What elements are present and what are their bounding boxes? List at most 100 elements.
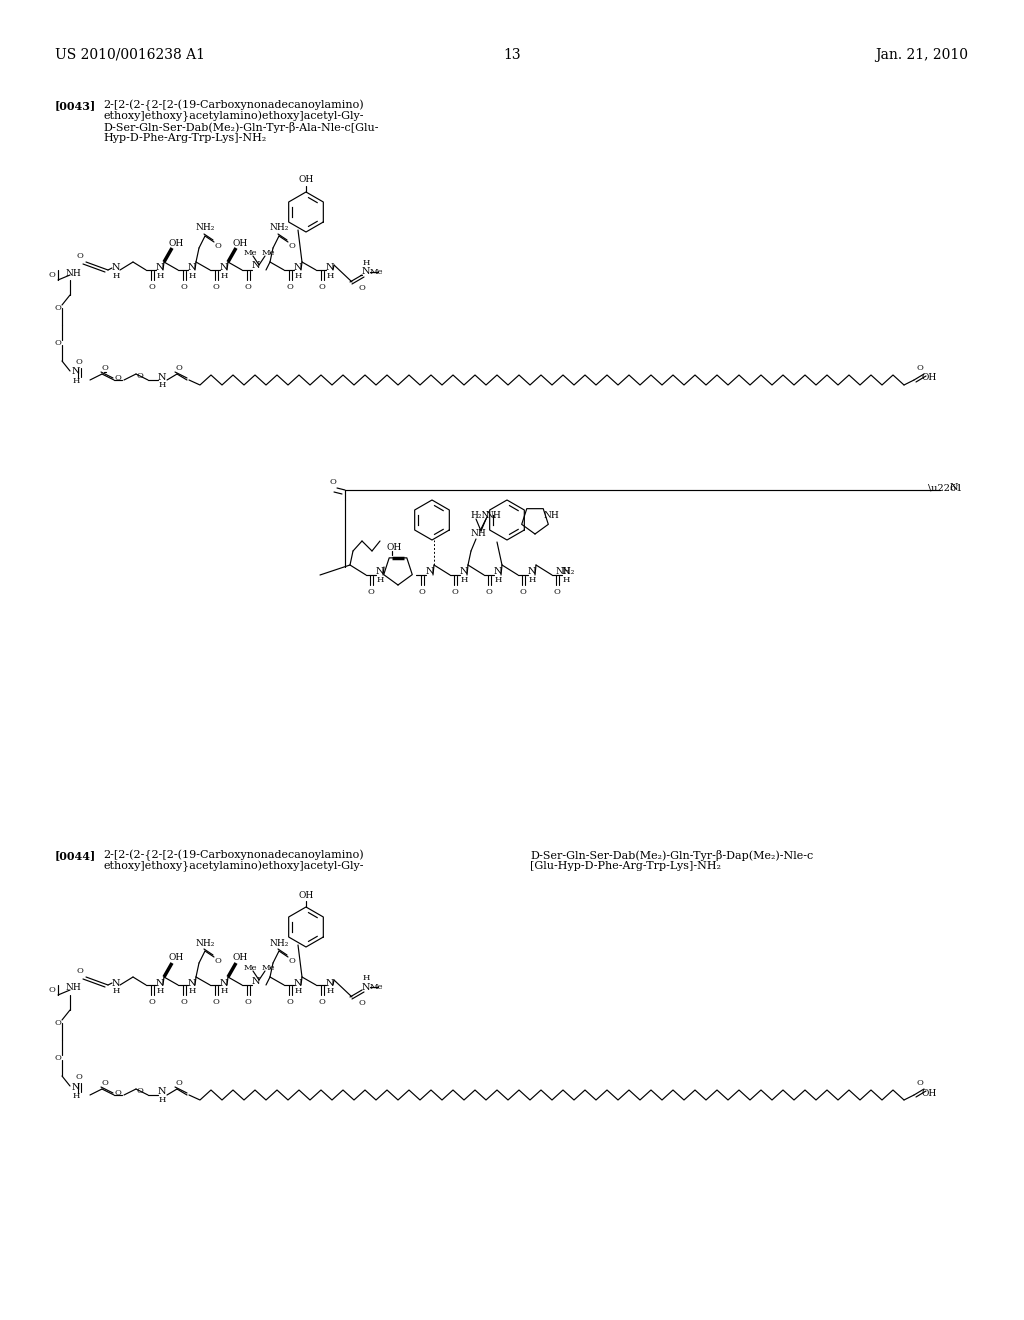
Text: H: H bbox=[220, 272, 227, 280]
Text: H: H bbox=[461, 576, 468, 583]
Text: H: H bbox=[376, 576, 384, 583]
Text: N: N bbox=[460, 568, 468, 577]
Text: N: N bbox=[156, 978, 164, 987]
Text: N: N bbox=[72, 367, 80, 376]
Text: O: O bbox=[916, 1078, 924, 1086]
Text: O: O bbox=[213, 282, 219, 290]
Text: Me: Me bbox=[261, 964, 274, 972]
Text: H: H bbox=[495, 576, 502, 583]
Text: H: H bbox=[73, 1092, 80, 1100]
Text: N: N bbox=[252, 977, 260, 986]
Text: N: N bbox=[187, 264, 197, 272]
Text: O: O bbox=[485, 587, 493, 597]
Text: O: O bbox=[180, 998, 187, 1006]
Text: N: N bbox=[220, 264, 228, 272]
Text: N: N bbox=[326, 264, 334, 272]
Text: D-Ser-Gln-Ser-Dab(Me₂)-Gln-Tyr-β-Ala-Nle-c[Glu-: D-Ser-Gln-Ser-Dab(Me₂)-Gln-Tyr-β-Ala-Nle… bbox=[103, 121, 379, 133]
Text: ethoxy]ethoxy}acetylamino)ethoxy]acetyl-Gly-: ethoxy]ethoxy}acetylamino)ethoxy]acetyl-… bbox=[103, 111, 364, 123]
Text: H: H bbox=[159, 1096, 166, 1104]
Text: Me: Me bbox=[244, 964, 257, 972]
Text: ethoxy]ethoxy}acetylamino)ethoxy]acetyl-Gly-: ethoxy]ethoxy}acetylamino)ethoxy]acetyl-… bbox=[103, 861, 364, 873]
Text: N: N bbox=[426, 568, 434, 577]
Text: O: O bbox=[554, 587, 560, 597]
Text: H: H bbox=[157, 987, 164, 995]
Text: NH: NH bbox=[486, 511, 502, 520]
Text: OH: OH bbox=[386, 543, 401, 552]
Text: H: H bbox=[188, 272, 196, 280]
Text: H: H bbox=[294, 987, 302, 995]
Text: Hyp-D-Phe-Arg-Trp-Lys]-NH₂: Hyp-D-Phe-Arg-Trp-Lys]-NH₂ bbox=[103, 133, 266, 143]
Text: [0044]: [0044] bbox=[55, 850, 96, 861]
Text: O: O bbox=[916, 364, 924, 372]
Text: N: N bbox=[156, 264, 164, 272]
Text: N: N bbox=[376, 568, 384, 577]
Text: Me: Me bbox=[370, 983, 383, 991]
Text: O: O bbox=[54, 1053, 61, 1063]
Text: [0043]: [0043] bbox=[55, 100, 96, 111]
Text: O: O bbox=[318, 998, 326, 1006]
Text: H: H bbox=[220, 987, 227, 995]
Text: OH: OH bbox=[168, 953, 183, 962]
Text: O: O bbox=[48, 271, 55, 279]
Text: OH: OH bbox=[922, 374, 937, 383]
Text: H: H bbox=[73, 378, 80, 385]
Text: O: O bbox=[54, 339, 61, 347]
Text: O: O bbox=[54, 1019, 61, 1027]
Text: H: H bbox=[188, 987, 196, 995]
Text: O: O bbox=[48, 986, 55, 994]
Text: O: O bbox=[452, 587, 459, 597]
Text: N: N bbox=[252, 261, 260, 271]
Text: O: O bbox=[213, 998, 219, 1006]
Text: 13: 13 bbox=[503, 48, 521, 62]
Text: OH: OH bbox=[168, 239, 183, 248]
Text: N: N bbox=[326, 978, 334, 987]
Text: O: O bbox=[101, 364, 109, 372]
Text: N: N bbox=[562, 568, 570, 577]
Text: OH: OH bbox=[922, 1089, 937, 1097]
Text: NH: NH bbox=[66, 268, 81, 277]
Text: Me: Me bbox=[261, 249, 274, 257]
Text: NH₂: NH₂ bbox=[269, 939, 289, 948]
Text: NH: NH bbox=[66, 983, 81, 993]
Text: O: O bbox=[115, 374, 122, 381]
Text: H: H bbox=[113, 987, 120, 995]
Text: O: O bbox=[148, 998, 156, 1006]
Text: H₂N: H₂N bbox=[470, 511, 489, 520]
Text: O: O bbox=[115, 1089, 122, 1097]
Text: [Glu-Hyp-D-Phe-Arg-Trp-Lys]-NH₂: [Glu-Hyp-D-Phe-Arg-Trp-Lys]-NH₂ bbox=[530, 861, 721, 871]
Text: N: N bbox=[361, 982, 371, 991]
Text: NH₂: NH₂ bbox=[196, 223, 215, 232]
Text: N: N bbox=[949, 483, 958, 491]
Text: N: N bbox=[72, 1082, 80, 1092]
Text: O: O bbox=[175, 1078, 182, 1086]
Text: H: H bbox=[362, 974, 370, 982]
Text: D-Ser-Gln-Ser-Dab(Me₂)-Gln-Tyr-β-Dap(Me₂)-Nle-c: D-Ser-Gln-Ser-Dab(Me₂)-Gln-Tyr-β-Dap(Me₂… bbox=[530, 850, 813, 861]
Text: N: N bbox=[527, 568, 537, 577]
Text: O: O bbox=[368, 587, 375, 597]
Text: 2-[2-(2-{2-[2-(19-Carboxynonadecanoylamino): 2-[2-(2-{2-[2-(19-Carboxynonadecanoylami… bbox=[103, 100, 364, 111]
Text: N: N bbox=[220, 978, 228, 987]
Text: O: O bbox=[148, 282, 156, 290]
Text: NH₂: NH₂ bbox=[196, 939, 215, 948]
Text: O: O bbox=[289, 242, 296, 249]
Text: O: O bbox=[76, 1073, 83, 1081]
Text: N: N bbox=[187, 978, 197, 987]
Text: O: O bbox=[330, 478, 337, 486]
Text: O: O bbox=[136, 372, 143, 380]
Text: NH: NH bbox=[470, 528, 485, 537]
Text: O: O bbox=[180, 282, 187, 290]
Text: O: O bbox=[101, 1078, 109, 1086]
Text: O: O bbox=[175, 364, 182, 372]
Text: O: O bbox=[77, 968, 83, 975]
Text: H: H bbox=[113, 272, 120, 280]
Text: O: O bbox=[358, 284, 366, 292]
Text: H: H bbox=[294, 272, 302, 280]
Text: Jan. 21, 2010: Jan. 21, 2010 bbox=[874, 48, 968, 62]
Text: NH: NH bbox=[543, 511, 559, 520]
Text: O: O bbox=[419, 587, 425, 597]
Text: \u2261: \u2261 bbox=[928, 483, 963, 492]
Text: O: O bbox=[76, 358, 83, 366]
Text: N: N bbox=[158, 372, 166, 381]
Text: O: O bbox=[245, 998, 252, 1006]
Text: US 2010/0016238 A1: US 2010/0016238 A1 bbox=[55, 48, 205, 62]
